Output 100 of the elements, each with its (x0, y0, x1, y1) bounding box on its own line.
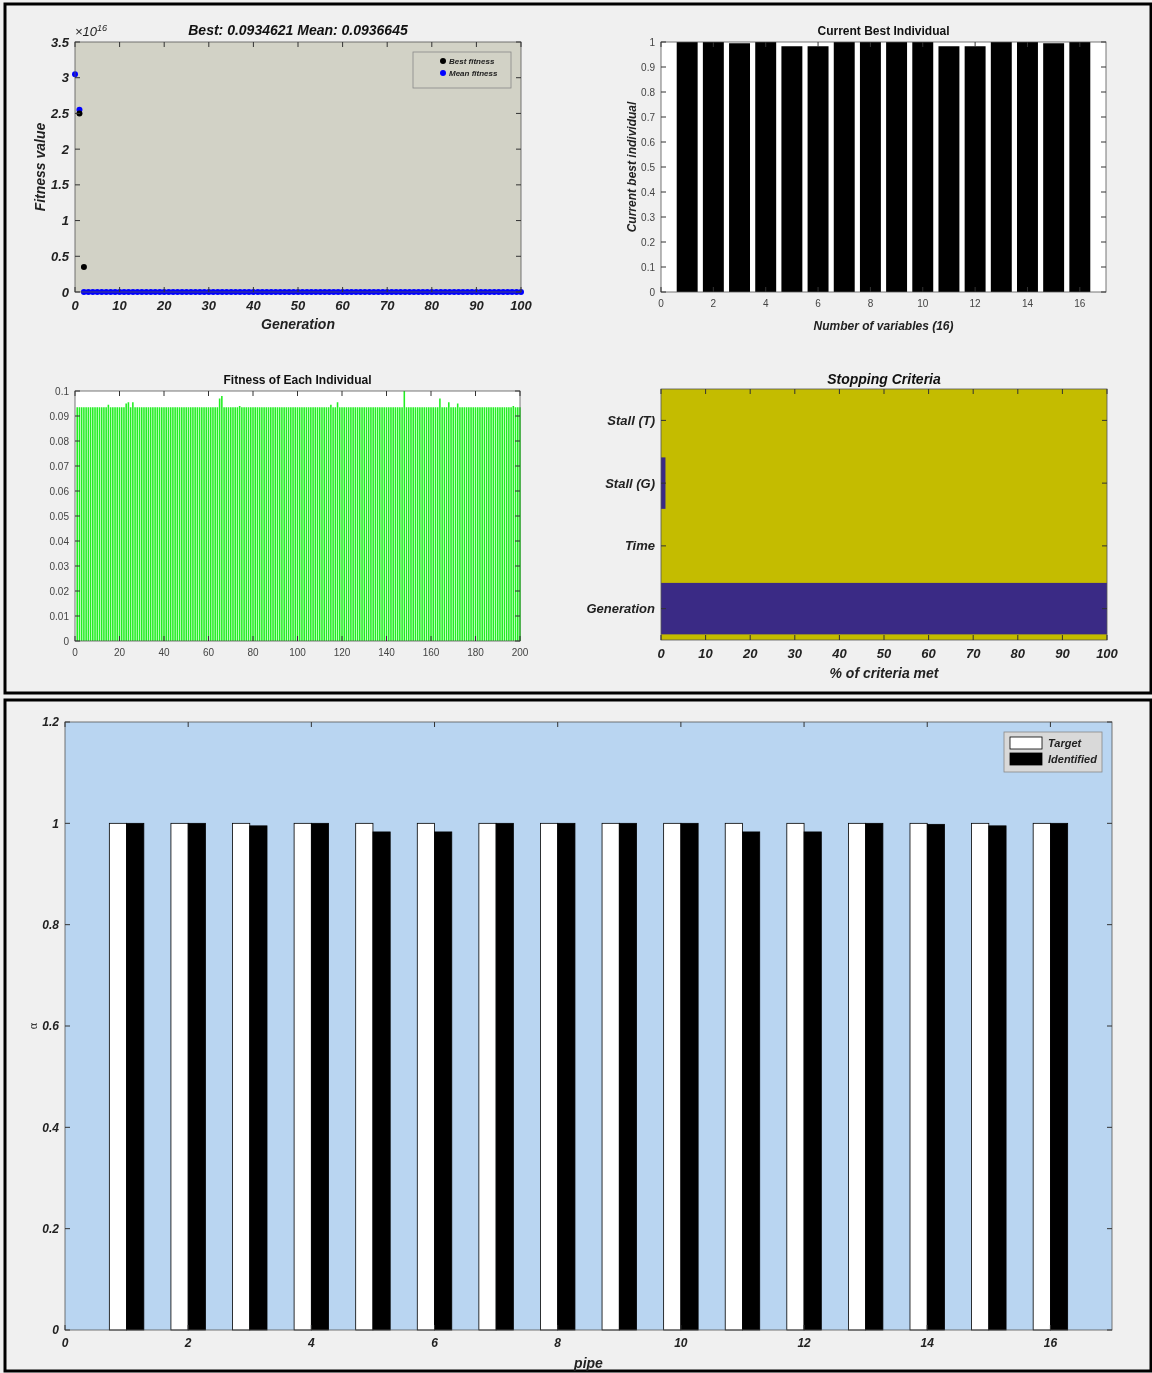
y-tick-label: 0.04 (49, 535, 70, 547)
y-tick-label: 1.5 (50, 177, 70, 193)
x-tick-label: 90 (1055, 646, 1071, 661)
x-tick-label: 100 (289, 647, 307, 658)
y-tick-label: 0.6 (42, 1019, 60, 1034)
x-tick-label: 2 (183, 1336, 192, 1350)
x-tick-label: 160 (422, 647, 440, 658)
y-tick-label: 0.3 (641, 211, 656, 223)
x-tick-label: 100 (510, 298, 533, 313)
x-tick-label: 200 (511, 647, 529, 658)
legend-label: Target (1048, 737, 1083, 749)
y-tick-label: Time (624, 538, 655, 554)
y-tick-label: 0.6 (641, 136, 656, 148)
chart-title: Stopping Criteria (827, 371, 941, 387)
chart-title: Fitness of Each Individual (223, 373, 372, 387)
x-tick-label: 10 (698, 646, 714, 661)
y-tick-label: 0.06 (49, 485, 70, 497)
y-tick-label: 0.4 (641, 186, 656, 198)
x-tick-label: 70 (379, 298, 396, 313)
y-tick-label: 0.07 (49, 460, 70, 472)
x-tick-label: 140 (378, 647, 396, 658)
x-tick-label: 20 (155, 298, 173, 313)
y-tick-label: 1 (61, 213, 69, 229)
x-tick-label: 16 (1074, 298, 1086, 309)
y-tick-label: 0.7 (641, 111, 656, 123)
x-tick-label: 10 (112, 298, 128, 313)
x-tick-label: 0 (72, 647, 79, 658)
x-tick-label: 12 (797, 1336, 812, 1350)
legend-label: Best fitness (449, 57, 495, 66)
x-tick-label: 40 (831, 646, 848, 661)
x-tick-label: 80 (1010, 646, 1026, 661)
y-tick-label: Generation (586, 601, 656, 617)
x-tick-label: 2 (710, 298, 717, 309)
x-tick-label: 100 (1096, 646, 1119, 661)
x-tick-label: 0 (658, 298, 665, 309)
x-tick-label: 4 (762, 298, 769, 309)
x-tick-label: 60 (335, 298, 351, 313)
y-tick-label: 2.5 (49, 105, 70, 121)
x-tick-label: 12 (969, 298, 982, 309)
y-tick-label: 0.1 (641, 261, 656, 273)
text: ×10$^{16}$ (75, 23, 109, 39)
x-tick-label: 10 (674, 1336, 688, 1350)
y-tick-label: 0.5 (641, 161, 656, 173)
y-tick-label: 3 (61, 70, 70, 86)
x-tick-label: 50 (290, 298, 306, 313)
x-tick-label: 14 (1021, 298, 1034, 309)
y-tick-label: Stall (T) (607, 412, 655, 428)
x-tick-label: 14 (920, 1336, 935, 1350)
x-tick-label: 50 (876, 646, 892, 661)
y-tick-label: 0.01 (49, 610, 70, 622)
y-tick-label: Stall (G) (605, 475, 655, 491)
y-tick-label: 0.9 (641, 61, 656, 73)
y-tick-label: 0.8 (42, 917, 60, 932)
x-tick-label: 20 (113, 647, 126, 658)
y-tick-label: 0 (63, 635, 70, 647)
x-tick-label: 40 (245, 298, 262, 313)
y-tick-label: 0.03 (49, 560, 70, 572)
legend-label: Mean fitness (449, 69, 499, 78)
x-tick-label: 6 (815, 298, 822, 309)
x-tick-label: 8 (554, 1336, 562, 1350)
y-tick-label: 0.09 (49, 410, 70, 422)
x-tick-label: 6 (431, 1336, 439, 1350)
x-tick-label: 20 (741, 646, 759, 661)
y-tick-label: 0.5 (50, 248, 70, 264)
y-tick-label: 0.4 (42, 1120, 60, 1135)
x-tick-label: 70 (965, 646, 982, 661)
x-tick-label: 0 (71, 298, 80, 313)
y-tick-label: 0.2 (641, 236, 656, 248)
x-tick-label: 4 (307, 1336, 316, 1350)
legend-label: Identified (1048, 753, 1098, 765)
x-axis-title: pipe (573, 1355, 604, 1371)
y-tick-label: 0.02 (49, 585, 70, 597)
y-axis-title: α (26, 1022, 40, 1030)
x-tick-label: 80 (424, 298, 440, 313)
x-tick-label: 80 (247, 647, 259, 658)
y-tick-label: 1 (52, 816, 60, 831)
x-tick-label: 180 (467, 647, 485, 658)
y-tick-label: 0.1 (55, 385, 70, 397)
x-tick-label: 30 (201, 298, 217, 313)
y-tick-label: 0 (649, 286, 656, 298)
y-axis-title: Current best individual (625, 101, 639, 233)
x-tick-label: 8 (867, 298, 874, 309)
y-axis-title: Fitness value (32, 122, 48, 212)
y-tick-label: 2 (60, 141, 70, 157)
y-tick-label: 0.08 (49, 435, 70, 447)
x-tick-label: 60 (921, 646, 937, 661)
y-tick-label: 1 (649, 36, 656, 48)
x-tick-label: 120 (333, 647, 351, 658)
x-axis-title: Generation (261, 316, 335, 332)
y-tick-label: 0 (52, 1323, 60, 1338)
chart-title: Best: 0.0934621 Mean: 0.0936645 (188, 22, 408, 38)
y-tick-label: 0.05 (49, 510, 70, 522)
x-axis-title: % of criteria met (829, 665, 940, 681)
x-tick-label: 60 (202, 647, 215, 658)
x-tick-label: 90 (469, 298, 485, 313)
y-tick-label: 3.5 (50, 34, 70, 50)
y-tick-label: 0.8 (641, 86, 656, 98)
x-axis-title: Number of variables (16) (813, 319, 954, 333)
y-tick-label: 0.2 (42, 1221, 60, 1236)
x-tick-label: 10 (917, 298, 929, 309)
